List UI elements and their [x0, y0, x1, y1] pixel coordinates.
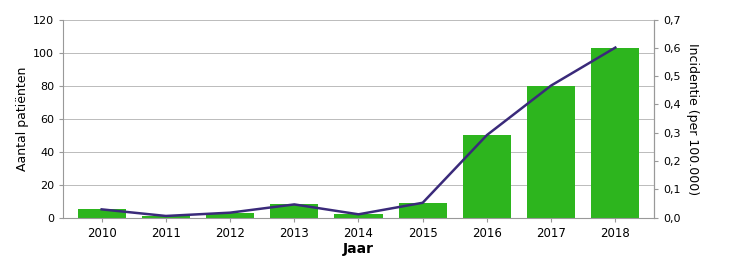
Bar — [206, 213, 254, 218]
Bar — [591, 48, 640, 218]
Bar — [463, 135, 511, 218]
Bar — [142, 216, 190, 218]
Bar — [334, 214, 383, 218]
Bar — [77, 209, 126, 218]
X-axis label: Jaar: Jaar — [343, 242, 374, 256]
Y-axis label: Incidentie (per 100.000): Incidentie (per 100.000) — [686, 42, 699, 195]
Y-axis label: Aantal patiënten: Aantal patiënten — [16, 66, 29, 171]
Bar — [399, 203, 447, 218]
Bar — [270, 205, 318, 218]
Bar — [527, 86, 575, 218]
